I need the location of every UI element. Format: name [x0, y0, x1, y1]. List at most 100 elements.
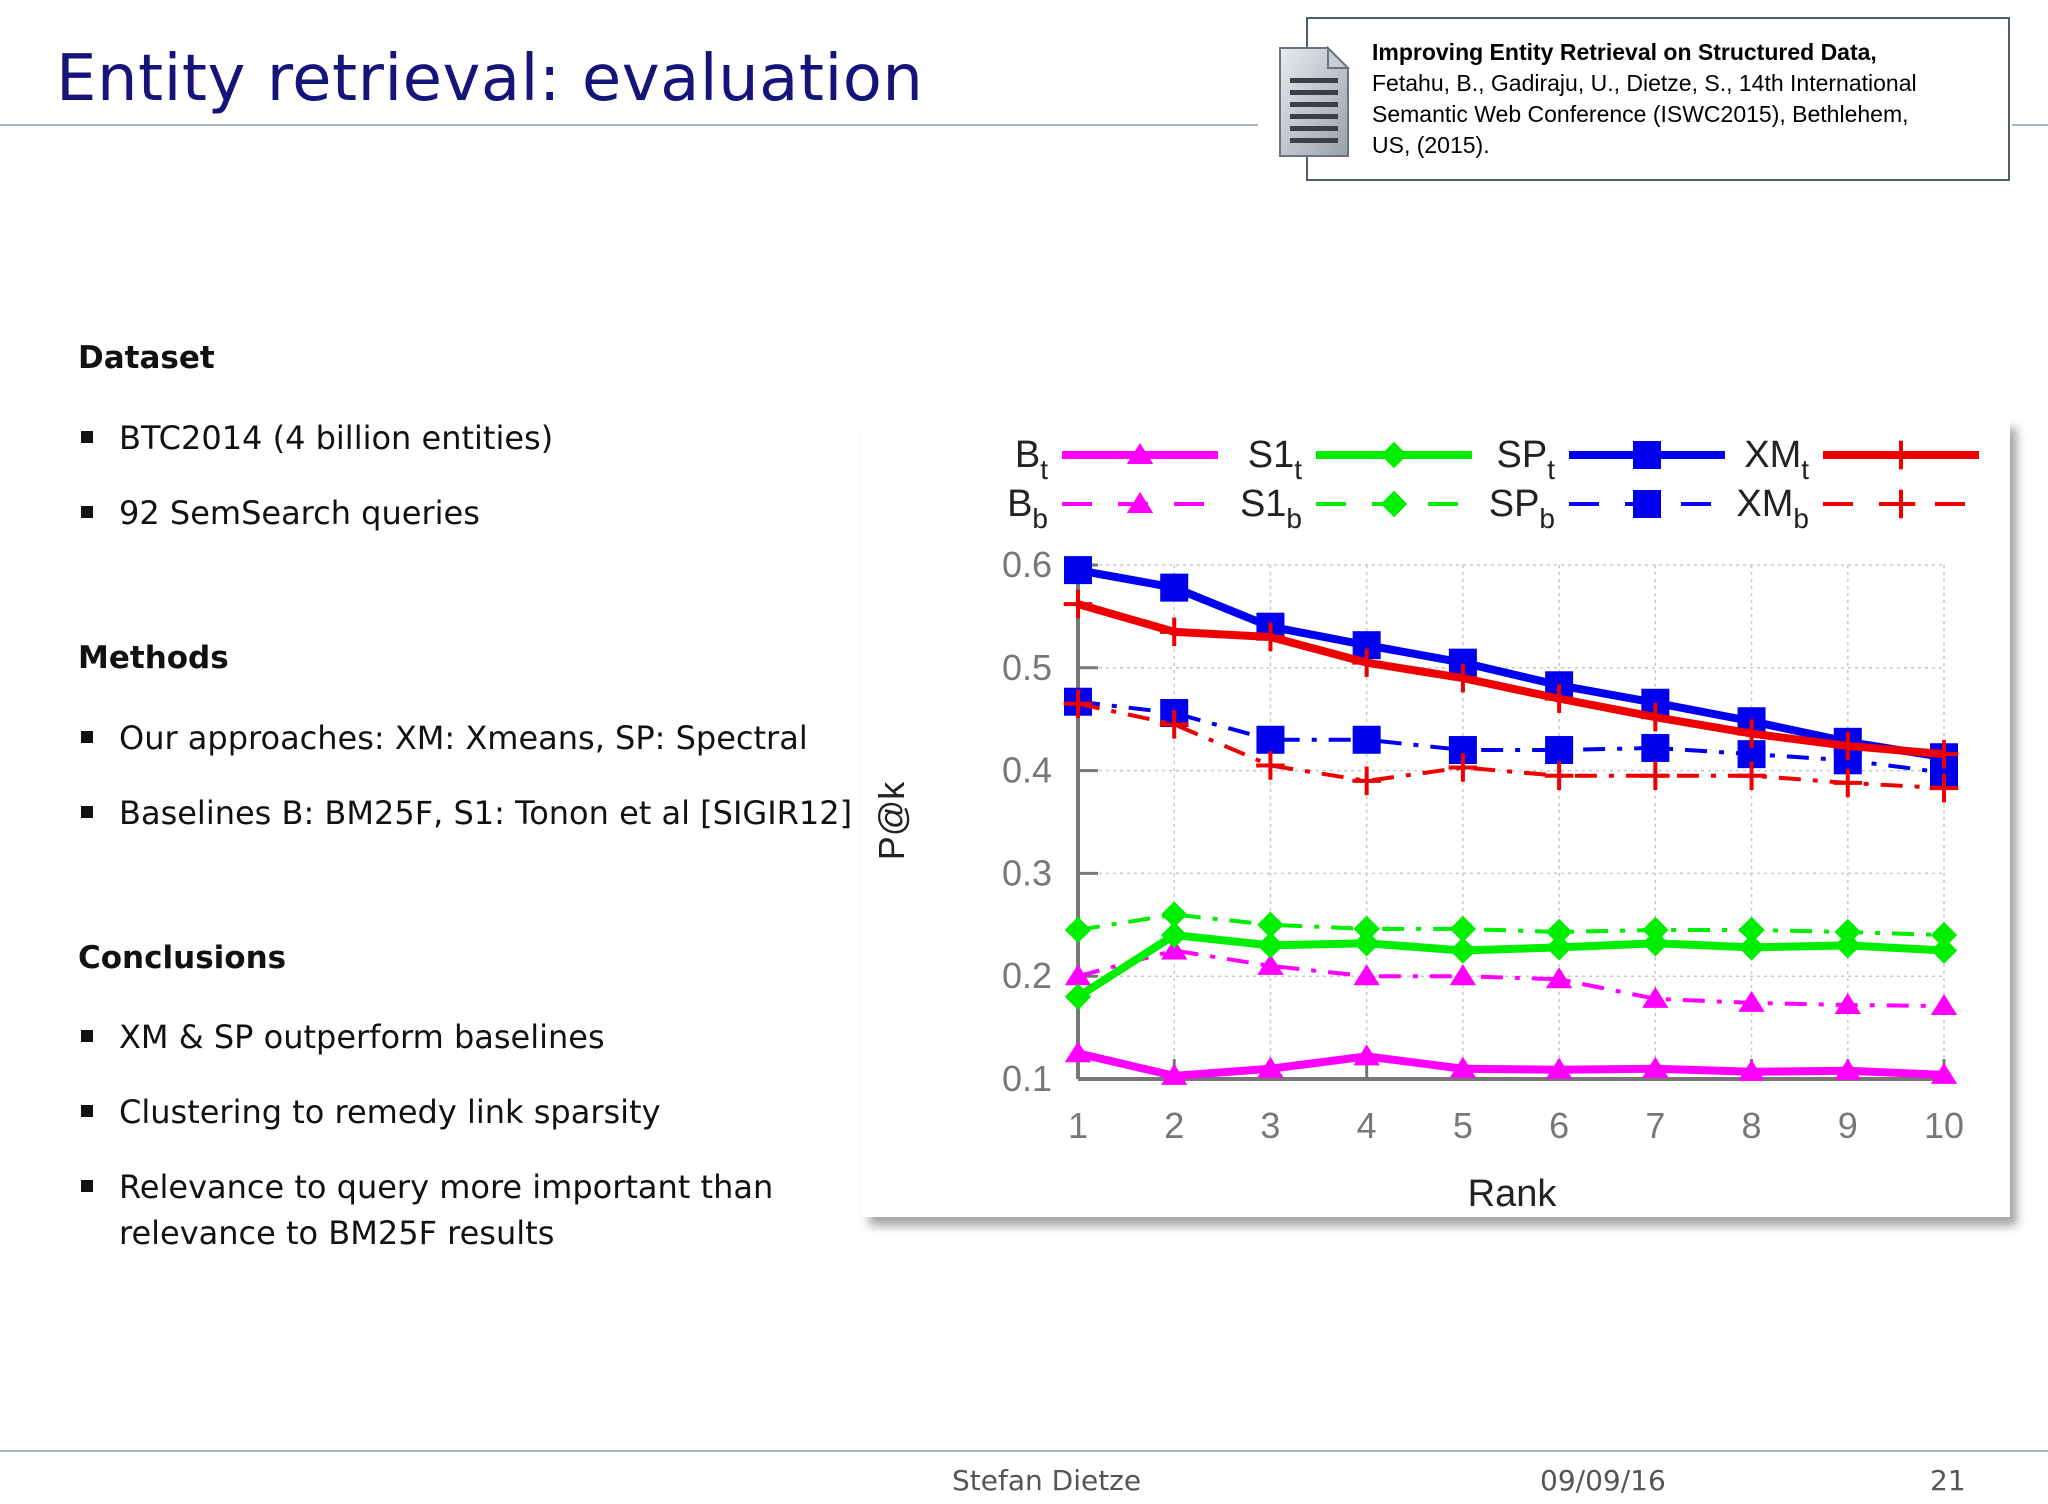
legend-label-base: S1: [1240, 483, 1286, 525]
legend-label-sub: t: [1801, 454, 1809, 485]
data-point: [1737, 719, 1766, 748]
legend-item-SPb: SPb: [1489, 483, 1725, 534]
x-tick-label: 1: [1068, 1105, 1088, 1146]
bullet-list-methods: Our approaches: XM: Xmeans, SP: Spectral…: [78, 715, 899, 865]
legend-label-base: XM: [1736, 483, 1793, 525]
data-point: [1929, 739, 1959, 769]
legend-label-base: B: [1007, 483, 1032, 525]
legend-label-base: B: [1015, 434, 1040, 476]
data-point: [1930, 994, 1958, 1016]
bullet-item: Our approaches: XM: Xmeans, SP: Spectral: [78, 715, 899, 761]
data-point: [1256, 725, 1285, 754]
series-line: [1077, 701, 1945, 791]
data-point: [1257, 932, 1284, 959]
data-point: [1834, 932, 1861, 959]
data-point: [1834, 992, 1861, 1014]
x-tick-label: 5: [1453, 1105, 1473, 1146]
data-point: [1544, 761, 1574, 791]
legend-item-XMb: XMb: [1736, 483, 1979, 534]
data-point: [1833, 731, 1863, 761]
series-XMb: [1063, 689, 1959, 803]
bullet-item: Relevance to query more important than r…: [78, 1164, 819, 1256]
x-tick-label: 8: [1742, 1105, 1762, 1146]
legend-label-sub: t: [1294, 454, 1302, 485]
data-point: [1352, 648, 1381, 677]
y-tick-label: 0.2: [1002, 955, 1052, 996]
data-point: [1449, 937, 1477, 964]
legend-item-SPt: SPt: [1497, 434, 1725, 485]
data-point: [1834, 918, 1861, 946]
title-divider-right: [2012, 124, 2048, 126]
reference-text: Improving Entity Retrieval on Structured…: [1372, 37, 2002, 161]
series-line: [1077, 1049, 1945, 1080]
y-tick-label: 0.6: [1002, 544, 1052, 585]
data-point: [1449, 964, 1477, 986]
legend-item-S1b: S1b: [1240, 483, 1472, 534]
data-point: [1545, 736, 1574, 765]
footer-date: 09/09/16: [1540, 1464, 1666, 1497]
data-point: [1642, 930, 1669, 957]
series-line: [1077, 699, 1945, 775]
data-point: [1353, 1044, 1380, 1066]
series-Bb: [1064, 938, 1958, 1016]
data-point: [1738, 916, 1765, 944]
series-Bt: [1064, 1041, 1958, 1085]
legend-label-sub: b: [1032, 503, 1048, 534]
footer-divider: [0, 1450, 2048, 1452]
data-point: [1161, 1063, 1188, 1085]
bullet-list-conclusions: XM & SP outperform baselines Clustering …: [78, 1014, 899, 1285]
grid: [1078, 564, 1945, 1079]
data-point: [1126, 492, 1154, 513]
bullet-list-dataset: BTC2014 (4 billion entities) 92 SemSearc…: [78, 415, 899, 565]
data-point: [1256, 751, 1285, 780]
data-point: [1352, 725, 1381, 754]
bullet-item: BTC2014 (4 billion entities): [78, 415, 899, 461]
legend-label: SPb: [1489, 483, 1555, 534]
x-tick-label: 7: [1645, 1105, 1665, 1146]
x-tick-label: 10: [1924, 1105, 1964, 1146]
series-line: [1076, 600, 1945, 759]
x-tick-label: 9: [1838, 1105, 1858, 1146]
series-S1t: [1064, 921, 1958, 1010]
data-point: [1064, 916, 1092, 944]
legend-label-base: S1: [1248, 434, 1294, 476]
data-point: [1380, 441, 1408, 469]
series-line: [1077, 948, 1945, 1009]
section-heading-dataset: Dataset: [78, 340, 215, 376]
legend-item-Bb: Bb: [1007, 483, 1218, 534]
legend-label: XMb: [1736, 483, 1809, 534]
data-point: [1641, 733, 1670, 762]
data-point: [1064, 983, 1092, 1010]
section-heading-methods: Methods: [78, 640, 229, 676]
footer-author: Stefan Dietze: [952, 1464, 1142, 1497]
bullet-item: Baselines B: BM25F, S1: Tonon et al [SIG…: [78, 790, 899, 836]
legend-label-sub: t: [1547, 454, 1555, 485]
axes: 0.1 0.2 0.3 0.4 0.5 0.6 1 2 3 4 5 6 7 8 9 10: [1002, 544, 1964, 1146]
data-point: [1545, 1057, 1573, 1079]
title-divider: [0, 124, 1258, 126]
data-point: [1642, 1056, 1669, 1078]
data-point: [1738, 990, 1765, 1012]
data-point: [1063, 589, 1093, 619]
data-point: [1545, 934, 1573, 961]
data-point: [1886, 489, 1916, 519]
data-point: [1353, 915, 1380, 943]
data-point: [1257, 1056, 1284, 1078]
data-point: [1064, 556, 1092, 585]
legend-label-base: SP: [1489, 483, 1540, 525]
series-line: [1077, 912, 1945, 938]
data-point: [1448, 753, 1478, 782]
data-point: [1544, 684, 1574, 713]
data-point: [1160, 573, 1189, 602]
data-point: [1545, 967, 1573, 989]
y-tick-label: 0.5: [1002, 647, 1052, 688]
data-point: [1930, 937, 1958, 964]
reference-box: Improving Entity Retrieval on Structured…: [1279, 17, 2010, 181]
y-axis-label: P@k: [871, 781, 912, 861]
data-point: [1352, 766, 1381, 796]
data-point: [1063, 689, 1093, 719]
data-point: [1064, 1041, 1092, 1063]
data-point: [1449, 1056, 1477, 1078]
bullet-item: XM & SP outperform baselines: [78, 1014, 899, 1060]
